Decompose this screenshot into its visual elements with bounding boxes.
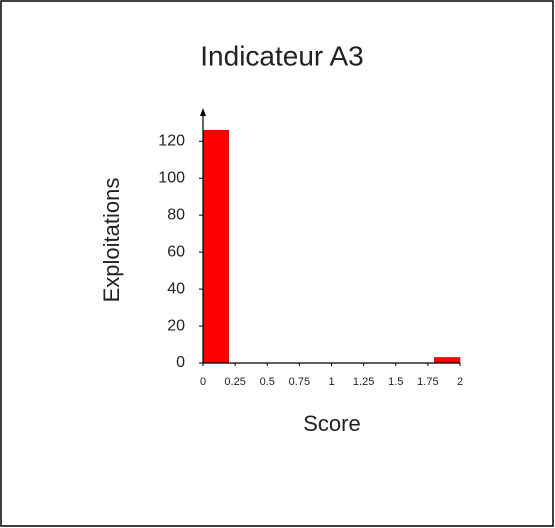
y-axis-label: Exploitations <box>99 178 124 303</box>
bar <box>202 129 229 364</box>
x-tick-label: 1.75 <box>417 376 438 388</box>
x-tick-label: 2 <box>457 376 463 388</box>
y-tick-label: 80 <box>167 206 185 223</box>
y-tick-label: 40 <box>167 280 185 297</box>
y-tick-label: 100 <box>158 169 185 186</box>
x-tick-label: 0.25 <box>224 376 245 388</box>
x-tick-label: 1 <box>328 376 334 388</box>
x-tick-label: 1.5 <box>388 376 403 388</box>
chart-title: Indicateur A3 <box>200 40 363 71</box>
x-tick-label: 0 <box>200 376 206 388</box>
x-tick-label: 0.75 <box>289 376 310 388</box>
y-tick-label: 0 <box>176 354 185 371</box>
y-tick-label: 60 <box>167 243 185 260</box>
y-axis-arrow <box>200 108 206 116</box>
y-tick-label: 120 <box>158 132 185 149</box>
bar <box>434 357 461 364</box>
x-tick-label: 1.25 <box>353 376 374 388</box>
y-tick-label: 20 <box>167 317 185 334</box>
x-tick-label: 0.5 <box>260 376 275 388</box>
x-axis-label: Score <box>303 411 360 436</box>
